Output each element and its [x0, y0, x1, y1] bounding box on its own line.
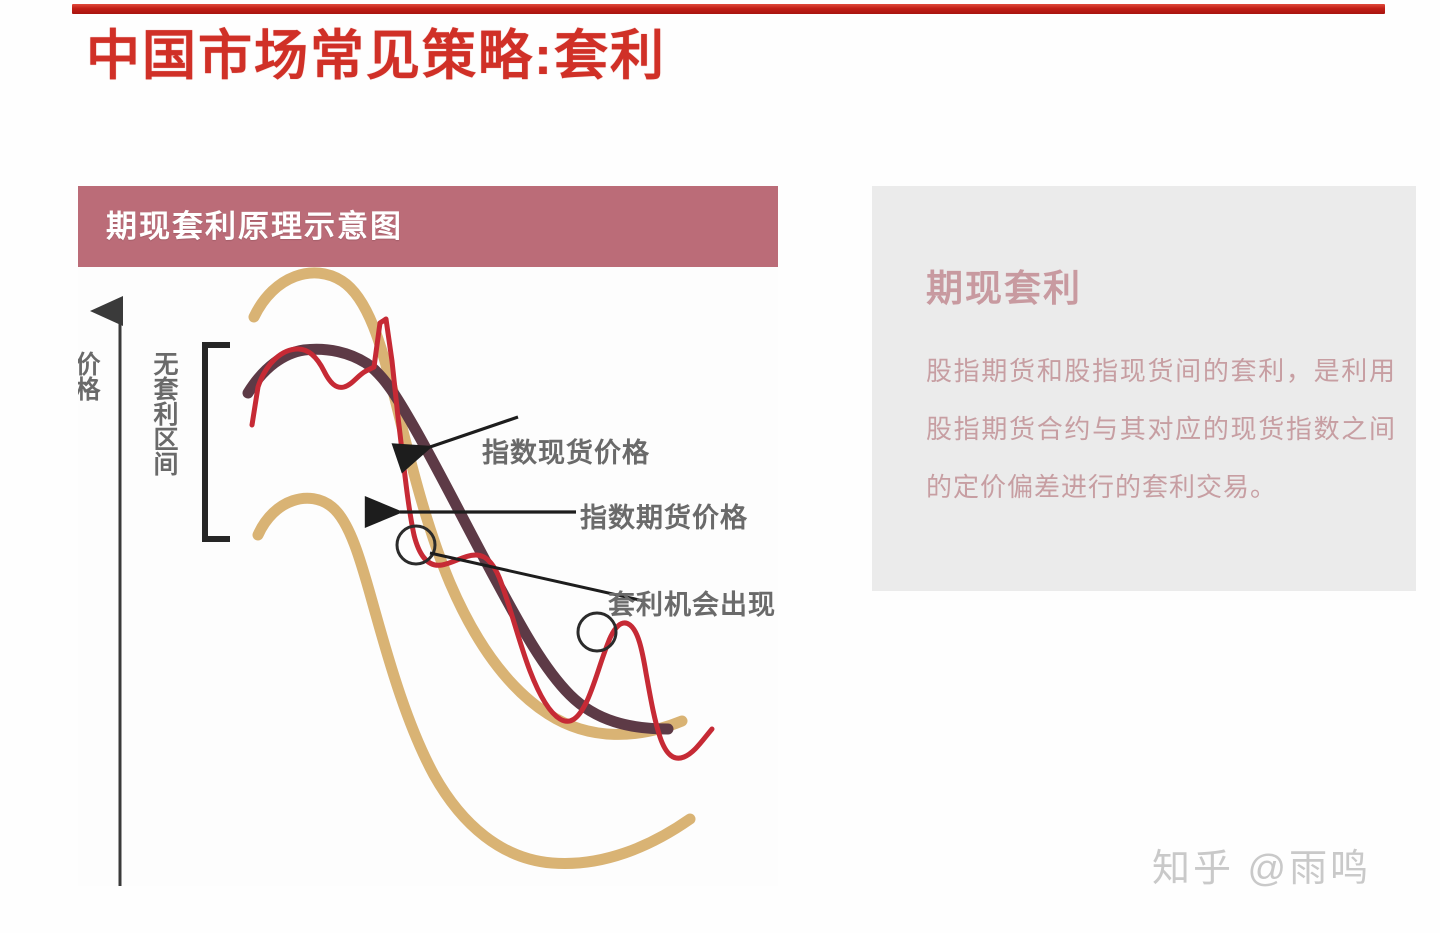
watermark: 知乎 @雨鸣 — [1152, 848, 1372, 890]
chart-banner-title: 期现套利原理示意图 — [106, 209, 403, 244]
top-accent-rule — [72, 4, 1385, 14]
annotation-arbitrage-opportunity: 套利机会出现 — [429, 551, 776, 620]
arbitrage-marker-1 — [395, 524, 437, 566]
chart-banner: 期现套利原理示意图 — [78, 186, 778, 267]
annotation-futures-price: 指数期货价格 — [364, 496, 748, 533]
info-panel: 期现套利 股指期货和股指现货间的套利，是利用股指期货合约与其对应的现货指数之间的… — [872, 186, 1416, 591]
no-arbitrage-bracket-label: 无套利区间 — [150, 351, 180, 476]
lower-bound-curve — [252, 492, 696, 870]
arbitrage-marker-2 — [576, 611, 618, 653]
annotation-arbitrage-opportunity-label: 套利机会出现 — [608, 590, 776, 620]
info-panel-heading: 期现套利 — [926, 268, 1082, 309]
futures-price-curve — [249, 316, 715, 761]
y-axis-label: 价格 — [78, 351, 101, 401]
annotation-futures-price-label: 指数期货价格 — [580, 502, 748, 533]
page-title: 中国市场常见策略:套利 — [86, 26, 666, 86]
no-arbitrage-bracket: 无套利区间 — [150, 342, 230, 542]
chart-axes — [90, 296, 123, 886]
chart-plot-area: 价格 无套利区间 — [78, 267, 778, 886]
info-panel-body: 股指期货和股指现货间的套利，是利用股指期货合约与其对应的现货指数之间的定价偏差进… — [926, 356, 1396, 502]
spot-price-curve — [242, 343, 674, 735]
annotation-spot-price-leader — [391, 415, 519, 474]
annotation-spot-price-label: 指数现货价格 — [482, 437, 650, 468]
chart-card: 期现套利原理示意图 — [78, 186, 778, 886]
arbitrage-principle-diagram: 价格 无套利区间 — [78, 267, 776, 886]
annotation-spot-price: 指数现货价格 — [391, 415, 650, 474]
annotation-arbitrage-opportunity-leader — [429, 551, 645, 603]
